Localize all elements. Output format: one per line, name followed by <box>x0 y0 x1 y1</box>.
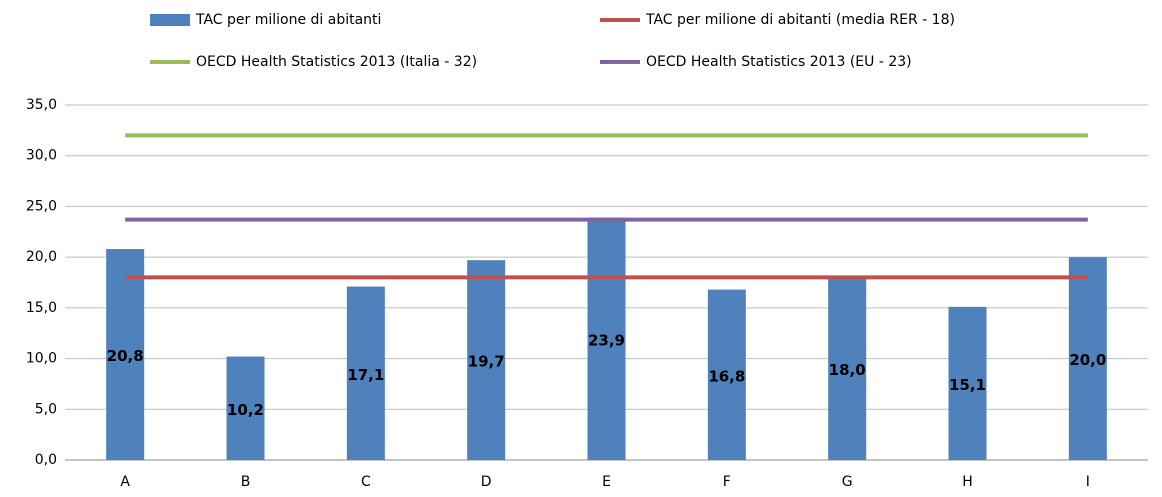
y-tick-label: 30,0 <box>26 148 57 164</box>
data-label: 15,1 <box>949 376 986 394</box>
data-label: 17,1 <box>347 366 384 384</box>
legend-label: TAC per milione di abitanti <box>195 12 381 28</box>
data-label: 20,8 <box>107 347 144 365</box>
y-tick-label: 5,0 <box>35 401 57 417</box>
y-tick-label: 0,0 <box>35 452 57 468</box>
x-tick-label: I <box>1086 474 1090 490</box>
legend-label: TAC per milione di abitanti (media RER -… <box>645 12 955 28</box>
y-tick-label: 15,0 <box>26 300 57 316</box>
bar <box>948 306 987 460</box>
legend-label: OECD Health Statistics 2013 (Italia - 32… <box>196 54 477 70</box>
x-tick-label: G <box>842 474 853 490</box>
bar <box>467 260 506 460</box>
y-tick-label: 20,0 <box>26 249 57 265</box>
x-tick-label: B <box>241 474 251 490</box>
data-label: 10,2 <box>227 401 264 419</box>
legend-label: OECD Health Statistics 2013 (EU - 23) <box>646 54 912 70</box>
y-tick-label: 35,0 <box>26 97 57 113</box>
data-label: 20,0 <box>1069 351 1106 369</box>
bar <box>106 249 145 460</box>
x-tick-label: D <box>481 474 492 490</box>
bar <box>587 217 626 460</box>
x-tick-label: H <box>962 474 973 490</box>
x-tick-label: A <box>120 474 130 490</box>
bar <box>1068 257 1107 460</box>
x-tick-label: E <box>602 474 611 490</box>
data-label: 19,7 <box>468 353 505 371</box>
y-tick-label: 25,0 <box>26 198 57 214</box>
legend-swatch <box>150 14 190 26</box>
y-tick-label: 10,0 <box>26 351 57 367</box>
bar <box>828 277 867 460</box>
x-tick-label: F <box>723 474 731 490</box>
data-label: 18,0 <box>829 361 866 379</box>
data-label: 16,8 <box>708 367 745 385</box>
bar <box>346 286 385 460</box>
bar <box>707 289 746 460</box>
bar <box>226 356 265 460</box>
data-label: 23,9 <box>588 331 625 349</box>
x-tick-label: C <box>361 474 371 490</box>
